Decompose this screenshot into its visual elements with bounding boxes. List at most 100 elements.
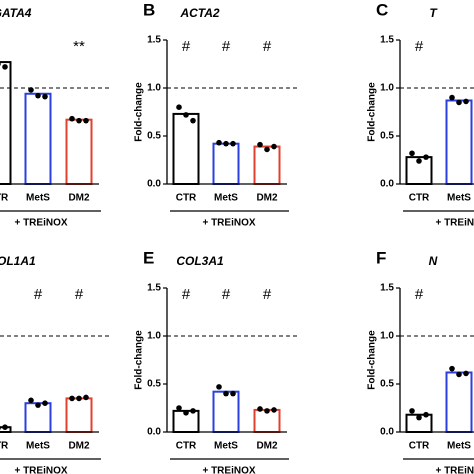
- panel-letter: E: [143, 248, 154, 267]
- y-tick-label: 0.0: [147, 179, 161, 190]
- data-point: [409, 408, 415, 414]
- y-tick-label: 1.5: [147, 283, 161, 294]
- data-point: [449, 94, 455, 101]
- bar: [253, 145, 281, 185]
- data-point: [409, 150, 415, 157]
- data-point: [42, 93, 48, 100]
- bar: [65, 118, 93, 185]
- data-point: [223, 140, 229, 147]
- x-tick-label: MetS: [26, 193, 50, 204]
- panel-title: COL1A1: [0, 254, 36, 268]
- x-tick-label: CTR: [176, 441, 197, 452]
- group-label: + TREiNOX: [14, 218, 67, 229]
- group-label: + TREiNOX: [202, 466, 255, 474]
- x-tick-label: MetS: [214, 441, 238, 452]
- bar: [212, 390, 240, 433]
- group-label: + TREiNOX: [14, 466, 67, 474]
- panel-letter: B: [143, 0, 155, 19]
- data-point: [176, 104, 182, 110]
- data-point: [449, 365, 455, 372]
- annotation: #: [415, 286, 424, 303]
- x-tick-label: CTR: [0, 193, 9, 204]
- data-point: [0, 62, 1, 66]
- annotation: #: [34, 286, 43, 303]
- data-point: [463, 370, 469, 377]
- annotation: #: [75, 286, 84, 303]
- x-tick-label: DM2: [256, 441, 278, 452]
- annotation: #: [182, 38, 191, 55]
- x-tick-label: CTR: [409, 441, 430, 452]
- y-axis-label: Fold-change: [134, 82, 145, 142]
- data-point: [456, 371, 462, 378]
- bar: [65, 397, 93, 433]
- group-label: + TREiNOX: [435, 466, 474, 474]
- data-point: [230, 390, 236, 397]
- annotation: **: [73, 38, 85, 55]
- data-point: [223, 390, 229, 397]
- group-label: + TREiNOX: [202, 218, 255, 229]
- data-point: [271, 143, 277, 150]
- data-point: [264, 408, 270, 414]
- bar: [405, 156, 433, 185]
- panel-letter: F: [376, 248, 386, 267]
- annotation: #: [182, 286, 191, 303]
- bar: [445, 371, 473, 434]
- data-point: [35, 92, 41, 99]
- panel-title: T: [429, 6, 438, 20]
- y-tick-label: 1.0: [147, 331, 161, 342]
- data-point: [257, 141, 263, 148]
- y-tick-label: 0.0: [147, 427, 161, 438]
- panel-title: ACTA2: [179, 6, 219, 20]
- annotation: #: [415, 38, 424, 55]
- y-tick-label: 0.5: [147, 379, 161, 390]
- bar: [24, 402, 52, 434]
- annotation: #: [263, 286, 272, 303]
- panel-letter: C: [376, 0, 388, 19]
- x-tick-label: MetS: [214, 193, 238, 204]
- x-tick-label: DM2: [256, 193, 278, 204]
- y-tick-label: 1.0: [147, 83, 161, 94]
- y-axis-label: Fold-change: [134, 330, 145, 390]
- data-point: [423, 411, 429, 418]
- data-point: [28, 87, 34, 93]
- x-tick-label: CTR: [176, 193, 197, 204]
- y-tick-label: 0.5: [147, 131, 161, 142]
- data-point: [456, 99, 462, 106]
- data-point: [176, 405, 182, 411]
- data-point: [257, 406, 263, 412]
- data-point: [463, 98, 469, 105]
- data-point: [2, 424, 8, 431]
- data-point: [423, 154, 429, 160]
- y-tick-label: 1.5: [380, 283, 394, 294]
- bar: [172, 112, 200, 185]
- data-point: [216, 384, 222, 390]
- data-point: [230, 140, 236, 147]
- data-point: [83, 394, 89, 401]
- x-tick-label: MetS: [447, 441, 471, 452]
- x-tick-label: MetS: [447, 193, 471, 204]
- y-tick-label: 1.5: [380, 35, 394, 46]
- data-point: [69, 115, 75, 122]
- data-point: [0, 426, 1, 431]
- data-point: [69, 395, 75, 402]
- bar: [212, 142, 240, 185]
- x-tick-label: DM2: [68, 441, 90, 452]
- panel-title: N: [429, 254, 438, 268]
- data-point: [83, 117, 89, 124]
- bar: [0, 61, 12, 185]
- annotation: #: [222, 38, 231, 55]
- y-tick-label: 1.0: [380, 331, 394, 342]
- x-tick-label: CTR: [409, 193, 430, 204]
- data-point: [183, 410, 189, 416]
- panel-title: GATA4: [0, 6, 32, 20]
- y-tick-label: 0.0: [380, 427, 394, 438]
- x-tick-label: MetS: [26, 441, 50, 452]
- data-point: [216, 139, 222, 146]
- y-tick-label: 0.5: [380, 379, 394, 390]
- data-point: [416, 414, 422, 421]
- data-point: [190, 408, 196, 414]
- y-tick-label: 1.0: [380, 83, 394, 94]
- data-point: [42, 400, 48, 407]
- y-tick-label: 1.5: [147, 35, 161, 46]
